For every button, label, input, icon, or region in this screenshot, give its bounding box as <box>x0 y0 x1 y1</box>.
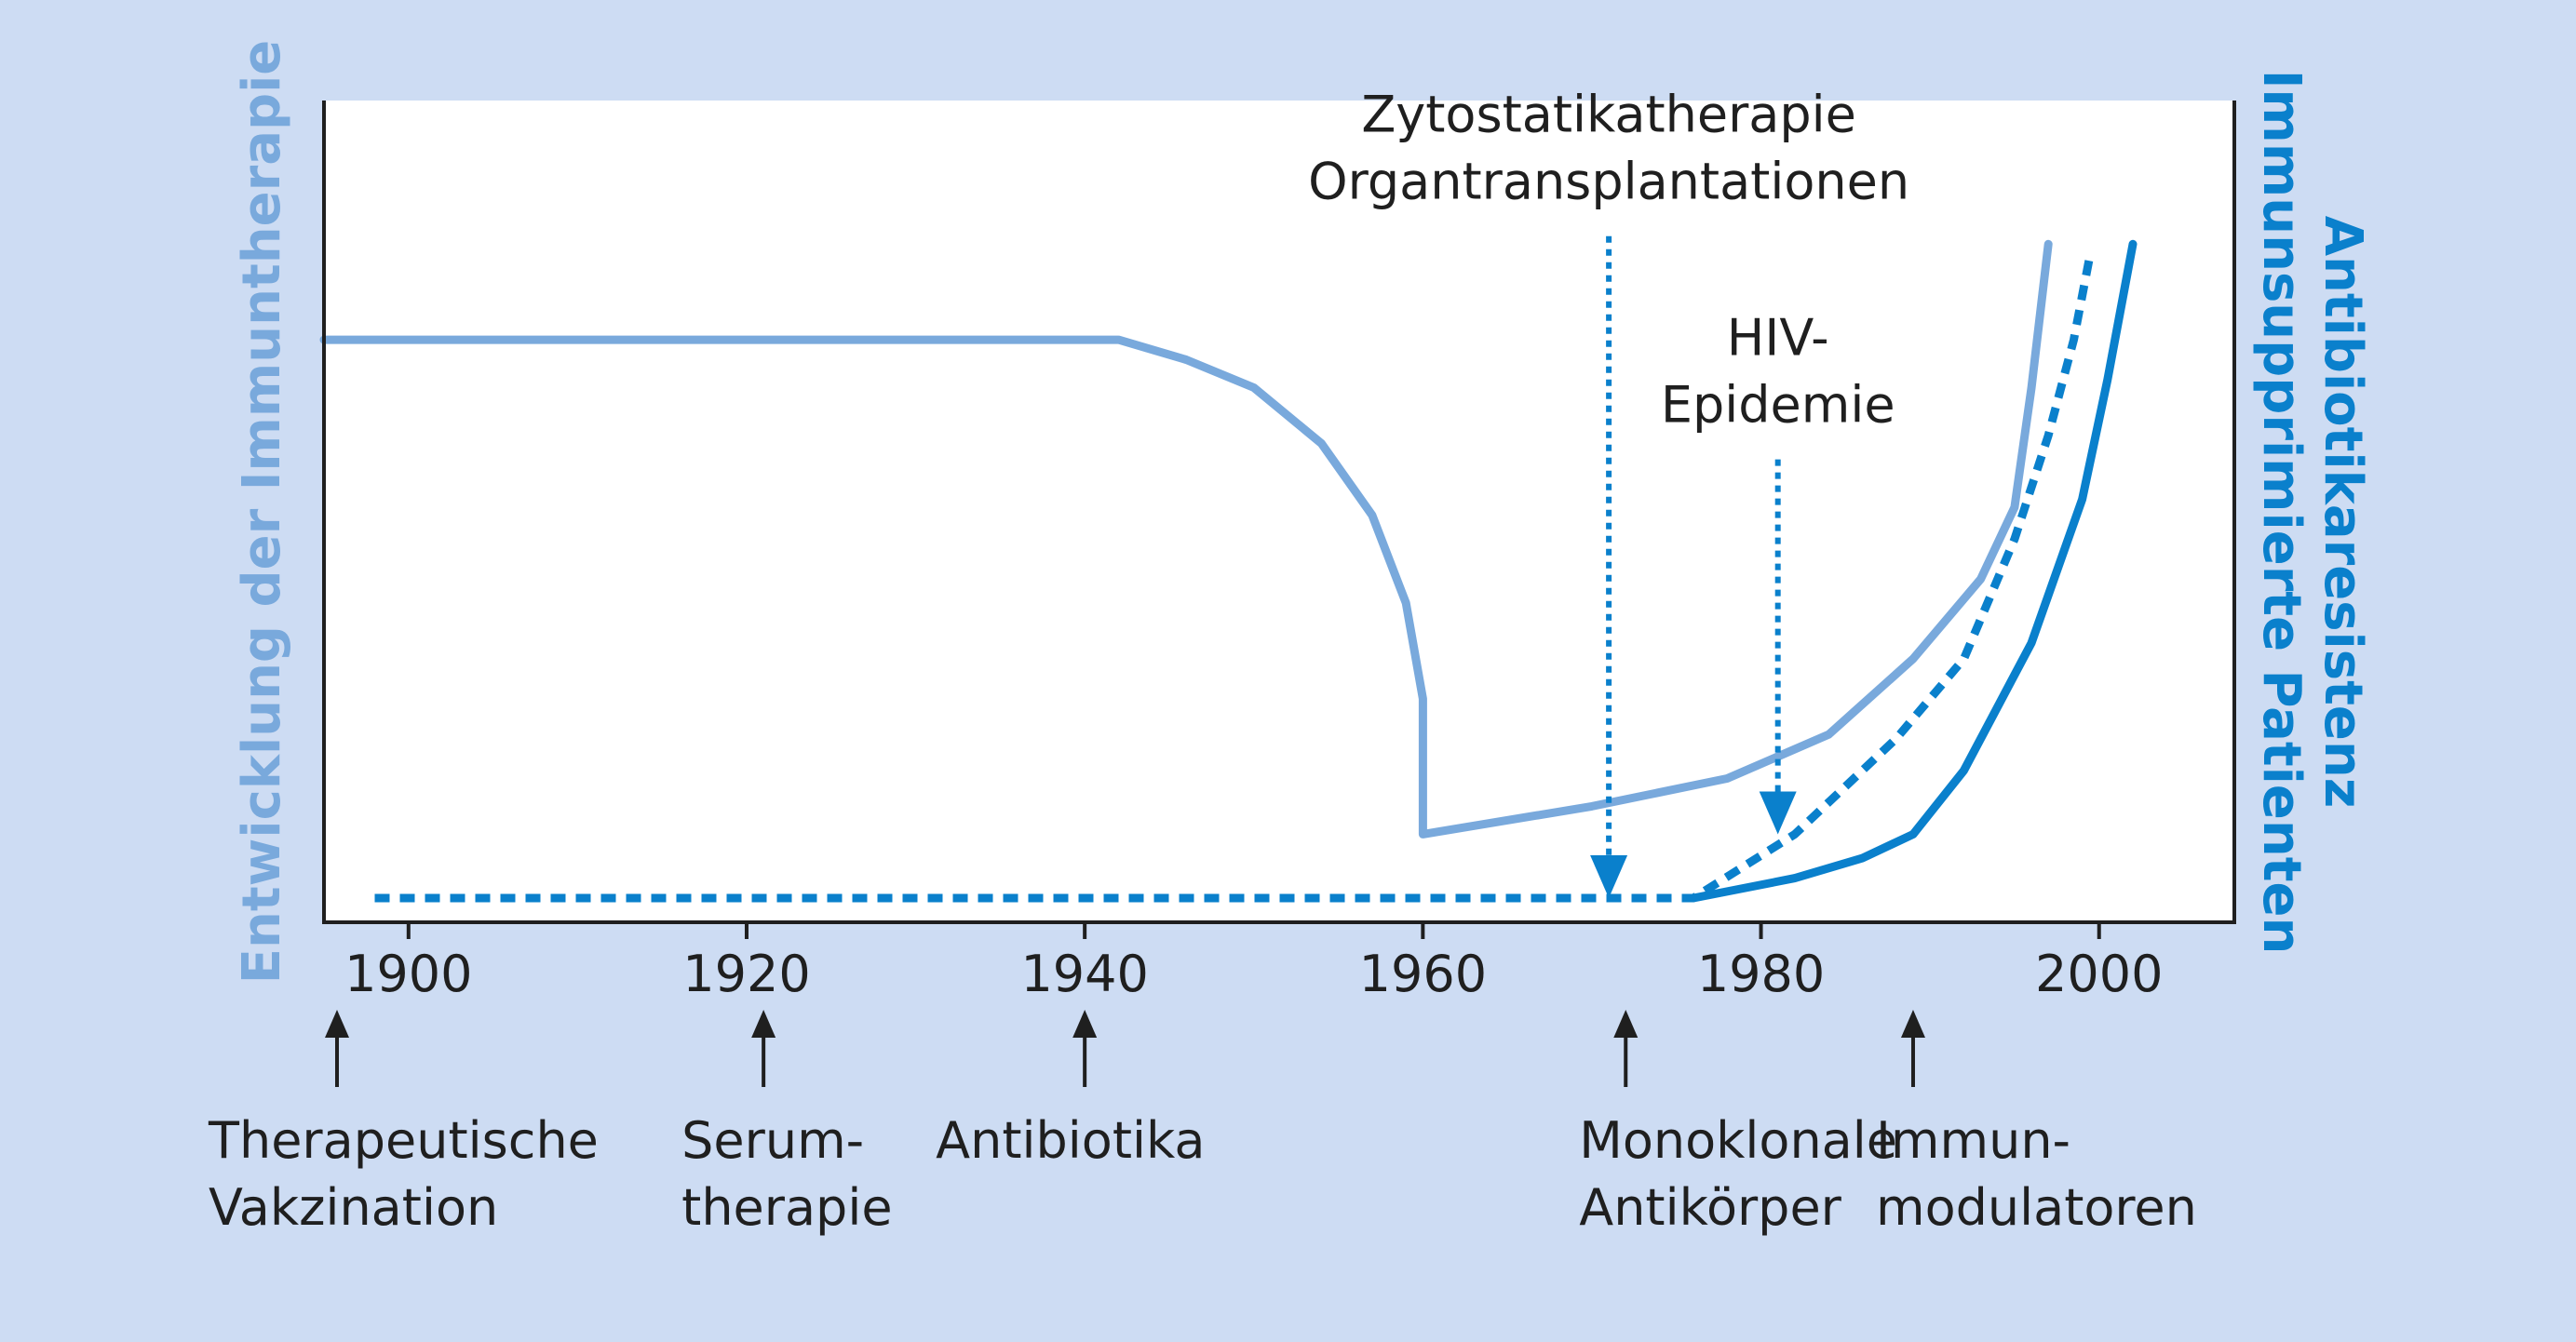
series-layer <box>319 239 2138 903</box>
annotation-arrow-head-1 <box>1759 791 1797 835</box>
x-tick-label-1960: 1960 <box>1359 945 1487 1003</box>
milestone-label-3-line-1: Antikörper <box>1579 1178 1841 1237</box>
milestone-arrow-head-4 <box>1900 1010 1925 1038</box>
annotation-label-1-line-1: Epidemie <box>1661 376 1895 435</box>
milestones: Therapeutische Vakzination Serum-therapie A… <box>208 1010 2197 1237</box>
x-tick-label-1980: 1980 <box>1697 945 1825 1003</box>
annotation-label-0-line-0: Zytostatikatherapie <box>1361 86 1856 144</box>
milestone-arrow-head-0 <box>325 1010 349 1038</box>
series-line-immunosuppressed <box>1689 239 2138 903</box>
milestone-label-1-line-0: Serum- <box>681 1111 864 1170</box>
milestone-label-4-line-0: Immun- <box>1876 1111 2070 1170</box>
axes <box>322 101 2236 924</box>
annotations: Zytostatikatherapie Organtransplantatione… <box>1308 86 1909 898</box>
milestone-label-0-line-0: Therapeutische <box>208 1111 599 1170</box>
annotation-label-0-line-1: Organtransplantationen <box>1308 153 1909 211</box>
annotation-label-1-line-0: HIV- <box>1727 309 1829 368</box>
x-tick-label-2000: 2000 <box>2035 945 2163 1003</box>
milestone-arrow-head-3 <box>1613 1010 1639 1038</box>
milestone-arrow-head-1 <box>751 1010 776 1038</box>
milestone-label-0-line-1: Vakzination <box>209 1178 498 1237</box>
x-tick-label-1900: 1900 <box>344 945 472 1003</box>
milestone-label-1-line-1: therapie <box>681 1178 892 1237</box>
milestone-label-3-line-0: Monoklonale <box>1579 1111 1897 1170</box>
annotation-arrow-head-0 <box>1590 855 1628 898</box>
series-line-resistance <box>374 250 2096 903</box>
milestone-arrow-head-2 <box>1072 1010 1098 1038</box>
x-tick-label-1920: 1920 <box>682 945 810 1003</box>
plot-area <box>324 101 2234 922</box>
left-axis-title: Entwicklung der Immuntherapie <box>232 40 292 985</box>
milestone-label-2-line-0: Antibiotika <box>936 1111 1205 1170</box>
milestone-label-4-line-1: modulatoren <box>1876 1178 2197 1237</box>
right-axis-title-resistance: Antibiotikaresistenz <box>2313 216 2373 809</box>
x-ticks: 1900 1920 1940 1960 1980 2000 <box>344 922 2163 1003</box>
series-line-immunotherapy <box>319 239 2053 839</box>
right-axis-title-patients: Immunsupprimierte Patienten <box>2251 70 2312 955</box>
x-tick-label-1940: 1940 <box>1020 945 1148 1003</box>
